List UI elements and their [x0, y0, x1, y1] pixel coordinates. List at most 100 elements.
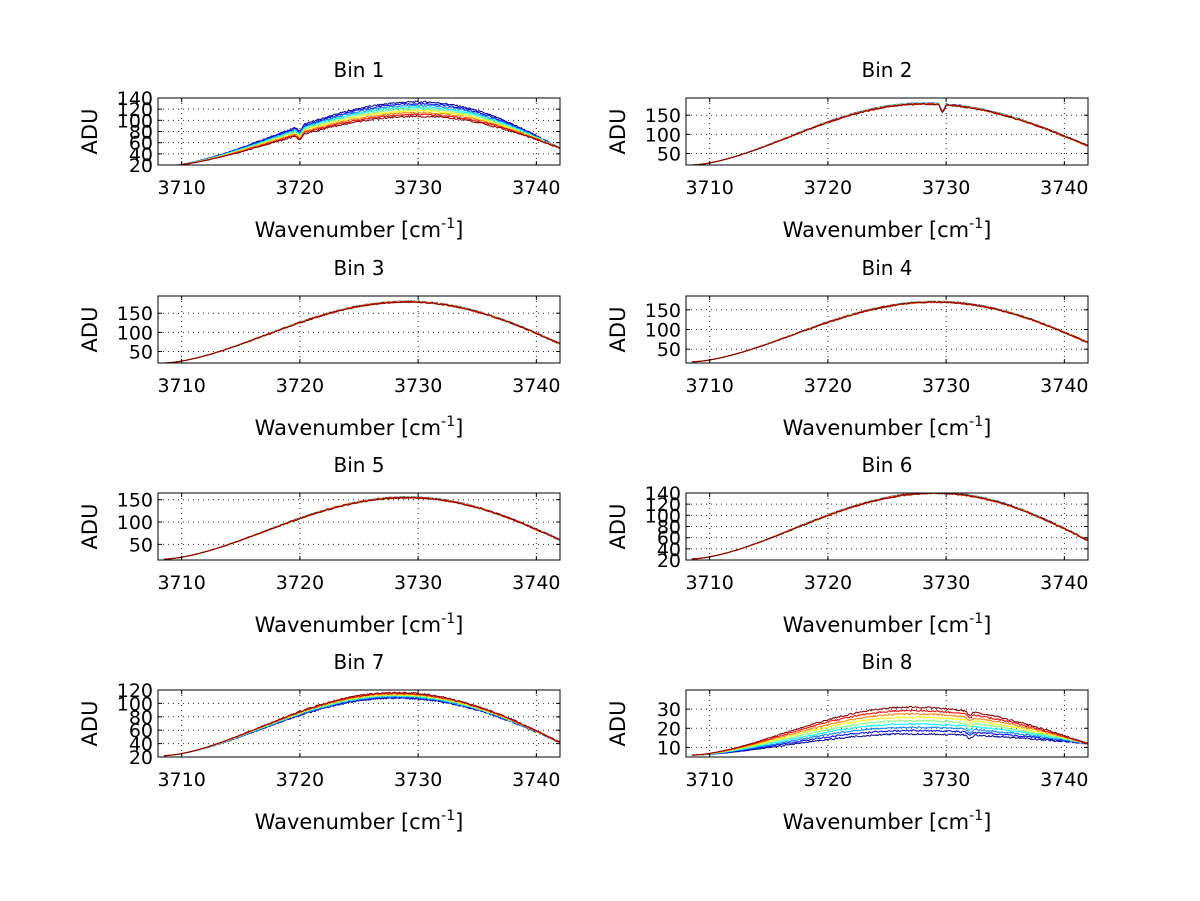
x-axis-label: Wavenumber [cm-1] [783, 611, 992, 637]
x-tick-label: 3720 [276, 769, 324, 791]
x-axis-label: Wavenumber [cm-1] [255, 216, 464, 242]
panel-title: Bin 6 [861, 453, 912, 477]
axes-box [685, 689, 1089, 758]
y-axis-label: ADU [606, 307, 630, 353]
x-tick-label: 3730 [922, 177, 970, 199]
x-tick-label: 3720 [804, 572, 852, 594]
y-tick-label: 50 [657, 339, 681, 361]
series-line-6 [691, 716, 1088, 756]
panel-title: Bin 2 [861, 58, 912, 82]
y-axis-label: ADU [78, 307, 102, 353]
x-tick-label: 3740 [512, 375, 560, 397]
series-line-1 [691, 732, 1088, 756]
panel-title: Bin 8 [861, 650, 912, 674]
x-tick-label: 3730 [394, 769, 442, 791]
y-tick-label: 100 [117, 110, 153, 132]
y-tick-label: 80 [657, 517, 681, 539]
x-tick-label: 3710 [157, 769, 205, 791]
series-line-4 [691, 722, 1088, 756]
x-tick-label: 3730 [922, 769, 970, 791]
x-axis-label: Wavenumber [cm-1] [783, 808, 992, 834]
y-tick-label: 50 [129, 342, 153, 364]
series-line-9 [691, 300, 1088, 363]
series-line-6 [173, 109, 560, 165]
axes-box [685, 97, 1089, 166]
y-axis-label: ADU [606, 701, 630, 747]
series-group [163, 496, 560, 560]
x-tick-label: 3720 [276, 375, 324, 397]
y-tick-label: 100 [117, 693, 153, 715]
y-tick-label: 60 [129, 133, 153, 155]
y-tick-label: 40 [129, 734, 153, 756]
x-tick-label: 3740 [1040, 177, 1088, 199]
panel-title: Bin 7 [333, 650, 384, 674]
x-tick-label: 3710 [685, 572, 733, 594]
series-line-7 [691, 712, 1088, 756]
x-axis-label: Wavenumber [cm-1] [255, 808, 464, 834]
x-tick-label: 3740 [1040, 375, 1088, 397]
y-axis-label: ADU [78, 504, 102, 550]
y-tick-label: 100 [117, 512, 153, 534]
panel-title: Bin 3 [333, 256, 384, 280]
x-tick-label: 3720 [804, 769, 852, 791]
series-line-5 [691, 719, 1088, 756]
x-tick-label: 3720 [276, 572, 324, 594]
y-tick-label: 40 [657, 539, 681, 561]
y-tick-label: 140 [645, 483, 681, 505]
y-tick-label: 10 [657, 737, 681, 759]
x-axis-label: Wavenumber [cm-1] [783, 216, 992, 242]
y-tick-label: 150 [645, 300, 681, 322]
x-tick-label: 3720 [804, 375, 852, 397]
series-line-8 [173, 113, 560, 165]
y-tick-label: 100 [117, 322, 153, 344]
axes-box [157, 689, 561, 758]
y-tick-label: 30 [657, 699, 681, 721]
x-tick-label: 3740 [512, 769, 560, 791]
x-axis-label: Wavenumber [cm-1] [783, 414, 992, 440]
axes-box [157, 295, 561, 364]
series-group [691, 705, 1088, 756]
panel-title: Bin 1 [333, 58, 384, 82]
x-axis-label: Wavenumber [cm-1] [255, 611, 464, 637]
y-tick-label: 120 [117, 99, 153, 121]
series-group [691, 102, 1088, 165]
series-line-9 [163, 691, 560, 757]
x-tick-label: 3710 [157, 375, 205, 397]
series-group [691, 493, 1088, 560]
series-line-9 [691, 705, 1088, 756]
x-tick-label: 3710 [685, 177, 733, 199]
y-tick-label: 20 [657, 718, 681, 740]
x-tick-label: 3730 [394, 572, 442, 594]
series-line-2 [691, 729, 1088, 756]
y-tick-label: 50 [129, 534, 153, 556]
x-tick-label: 3740 [1040, 572, 1088, 594]
series-group [163, 691, 560, 757]
y-tick-label: 50 [657, 144, 681, 166]
x-tick-label: 3740 [512, 177, 560, 199]
y-tick-label: 20 [129, 155, 153, 177]
series-group [163, 300, 560, 363]
y-tick-label: 60 [129, 720, 153, 742]
y-tick-label: 80 [129, 707, 153, 729]
x-tick-label: 3740 [512, 572, 560, 594]
y-tick-label: 120 [645, 494, 681, 516]
x-tick-label: 3710 [157, 572, 205, 594]
y-axis-label: ADU [606, 109, 630, 155]
y-tick-label: 40 [129, 144, 153, 166]
y-tick-label: 140 [117, 88, 153, 110]
series-line-9 [691, 493, 1088, 560]
series-line-3 [691, 726, 1088, 756]
series-line-9 [163, 301, 560, 363]
x-tick-label: 3720 [276, 177, 324, 199]
y-tick-label: 80 [129, 122, 153, 144]
series-line-9 [163, 496, 560, 560]
y-tick-label: 150 [645, 105, 681, 127]
series-line-9 [691, 103, 1088, 165]
x-axis-label: Wavenumber [cm-1] [255, 414, 464, 440]
